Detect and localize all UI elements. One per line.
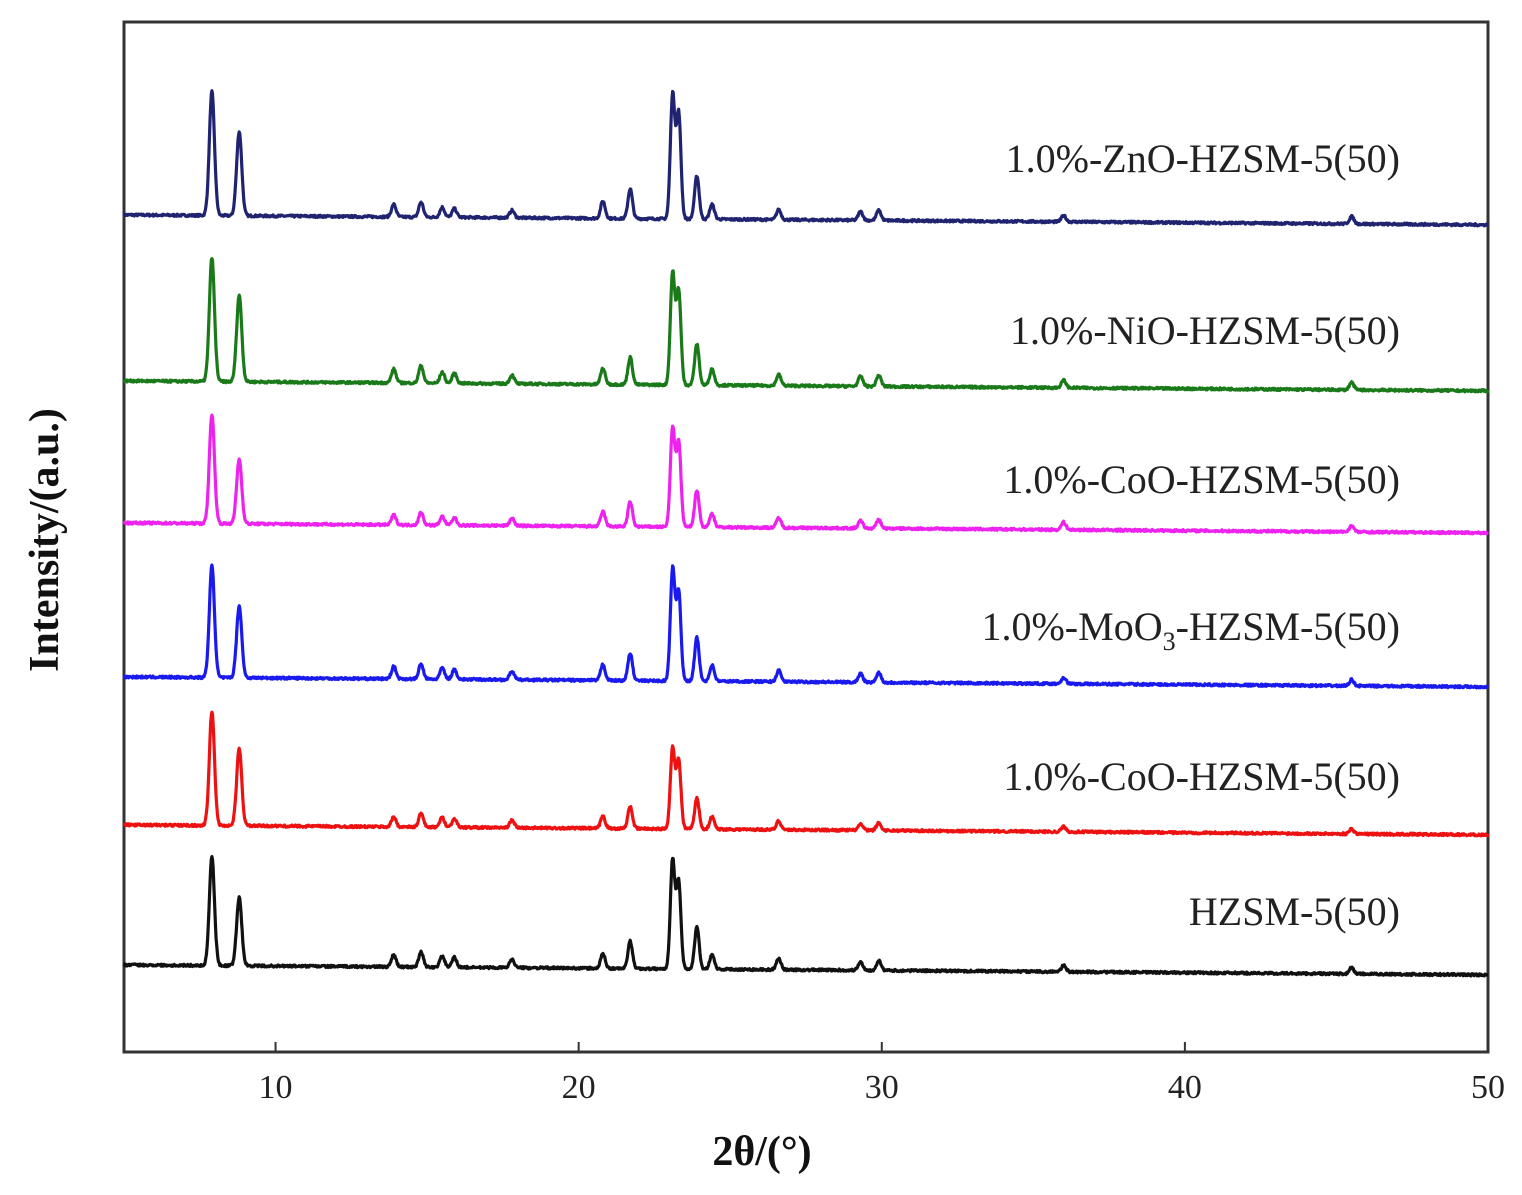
series-line: [122, 855, 1489, 978]
x-tick-label: 30: [865, 1069, 899, 1106]
y-axis-label: Intensity/(a.u.): [22, 408, 68, 672]
series-line: [123, 563, 1490, 690]
x-tick-label: 50: [1471, 1069, 1505, 1106]
series-line: [123, 710, 1490, 838]
traces: [122, 89, 1490, 978]
series-labels: 1.0%-ZnO-HZSM-5(50) 1.0%-NiO-HZSM-5(50) 1.…: [981, 136, 1400, 934]
series-label: 1.0%-ZnO-HZSM-5(50): [1006, 136, 1400, 181]
x-tick-label: 20: [562, 1069, 596, 1106]
x-axis: 10 20 30 40 50: [259, 1042, 1505, 1106]
series-line: [122, 89, 1490, 228]
x-tick-label: 10: [259, 1069, 293, 1106]
plot-frame: [122, 20, 1490, 1054]
series-label: 1.0%-MoO3-HZSM-5(50): [981, 604, 1400, 656]
series-label: 1.0%-CoO-HZSM-5(50): [1003, 754, 1400, 799]
series-line: [122, 413, 1490, 536]
series-label: 1.0%-CoO-HZSM-5(50): [1003, 457, 1400, 502]
x-axis-label: 2θ/(°): [712, 1129, 811, 1175]
series-label: HZSM-5(50): [1189, 889, 1400, 934]
x-tick-label: 40: [1168, 1069, 1202, 1106]
series-line: [122, 257, 1490, 394]
series-label: 1.0%-NiO-HZSM-5(50): [1010, 308, 1400, 353]
